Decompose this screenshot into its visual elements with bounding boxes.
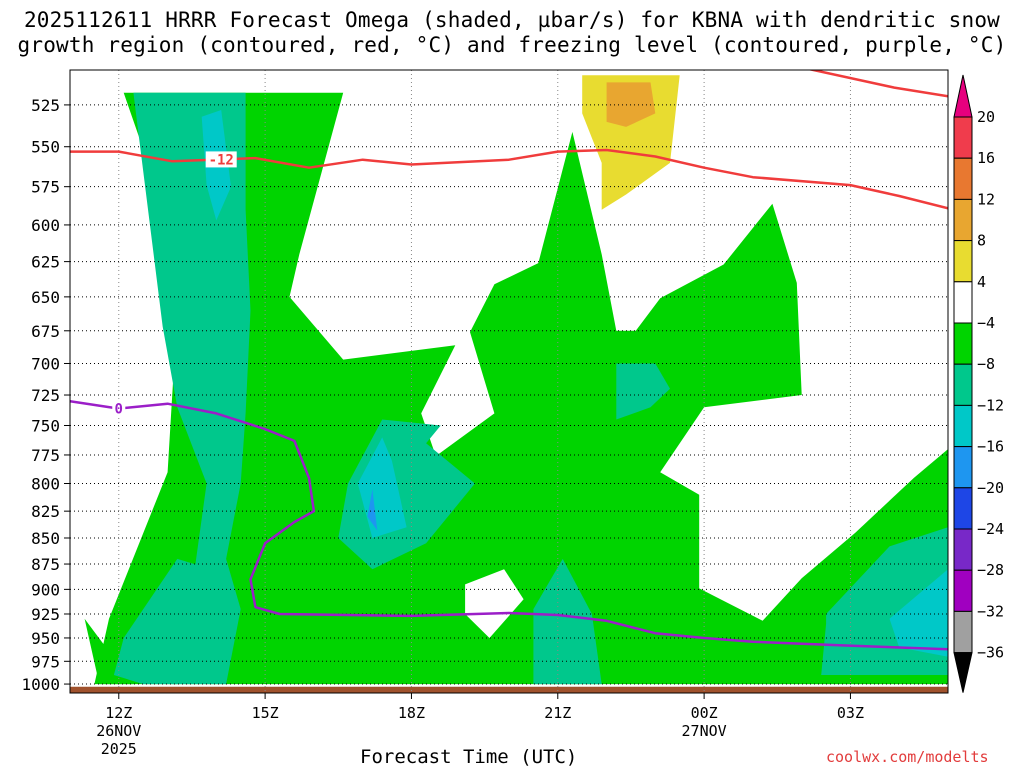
- colorbar-label-4: 4: [977, 273, 986, 291]
- omega-region-4-14: [465, 569, 524, 638]
- colorbar-top-arrow: [953, 74, 973, 118]
- axes: 525 550 575 600 625 650 675 700 725 750 775 800 825 8…: [21, 69, 949, 758]
- y-tick-label-600: 600: [31, 216, 60, 235]
- y-tick-label-875: 875: [31, 555, 60, 574]
- x-tick-label-12Z: 12Z: [105, 704, 132, 722]
- colorbar-label-2: 12: [977, 190, 995, 208]
- contour-group-2: 0: [70, 399, 948, 651]
- omega-region-m12-2: [133, 92, 251, 685]
- colorbar-bottom-arrow: [953, 652, 973, 693]
- y-tick-label-700: 700: [31, 354, 60, 373]
- y-tick-label-975: 975: [31, 652, 60, 671]
- colorbar-label-5: −4: [977, 314, 995, 332]
- contour-group-0: -12: [70, 148, 948, 210]
- y-tick-label-550: 550: [31, 138, 60, 157]
- colorbar-swatch-6: [953, 363, 973, 406]
- y-tick-label-825: 825: [31, 502, 60, 521]
- colorbar-swatch-9: [953, 487, 973, 530]
- colorbar-swatch-8: [953, 446, 973, 489]
- colorbar-label-1: 16: [977, 149, 995, 167]
- x-tick-date-00Z: 27NOV: [682, 722, 727, 740]
- contour-line-0: [70, 399, 948, 651]
- omega-region-m12-6: [533, 558, 602, 685]
- omega-region-m12-3: [113, 558, 212, 685]
- colorbar-swatch-11: [953, 569, 973, 612]
- y-tick-label-725: 725: [31, 386, 60, 405]
- x-tick-label-18Z: 18Z: [398, 704, 425, 722]
- y-tick-label-850: 850: [31, 529, 60, 548]
- y-tick-label-1000: 1000: [21, 675, 60, 694]
- x-tick-label-21Z: 21Z: [544, 704, 571, 722]
- colorbar-label-10: −24: [977, 520, 1004, 538]
- y-tick-label-800: 800: [31, 474, 60, 493]
- colorbar-swatch-3: [953, 240, 973, 283]
- colorbar-label-8: −16: [977, 438, 1004, 456]
- plot-frame: [69, 69, 949, 694]
- colorbar-swatch-1: [953, 157, 973, 200]
- omega-region-m8-1: [84, 618, 134, 685]
- contour-label: 0: [115, 402, 123, 418]
- colorbar-swatch-2: [953, 198, 973, 242]
- colorbar-swatch-5: [953, 322, 973, 365]
- colorbar-label-7: −12: [977, 396, 1004, 414]
- y-tick-label-775: 775: [31, 446, 60, 465]
- y-tick-label-950: 950: [31, 629, 60, 648]
- colorbar-label-13: −36: [977, 644, 1004, 662]
- colorbar-label-11: −28: [977, 561, 1004, 579]
- chart-title-line2: growth region (contoured, red, °C) and f…: [17, 33, 1007, 57]
- colorbar-swatch-7: [953, 404, 973, 448]
- contour-line--12: [807, 70, 948, 98]
- y-tick-label-675: 675: [31, 322, 60, 341]
- contour-label-bg: [205, 151, 237, 168]
- x-tick-label-00Z: 00Z: [691, 704, 718, 722]
- x-tick-date-12Z: 26NOV: [96, 722, 141, 740]
- x-tick-label-15Z: 15Z: [252, 704, 279, 722]
- y-tick-label-625: 625: [31, 253, 60, 272]
- y-tick-label-650: 650: [31, 288, 60, 307]
- ground-surface: [70, 686, 948, 693]
- contour-group-1: [807, 70, 948, 98]
- colorbar-label-0: 20: [977, 108, 995, 126]
- omega-region-4-12: [582, 75, 680, 210]
- contour-label-bg: [112, 400, 126, 417]
- colorbar-swatch-0: [953, 116, 973, 159]
- x-tick-label-03Z: 03Z: [837, 704, 864, 722]
- contour-label: -12: [209, 152, 234, 168]
- colorbar-label-3: 8: [977, 232, 986, 250]
- omega-region-m16-10: [889, 569, 948, 657]
- y-tick-label-525: 525: [31, 96, 60, 115]
- omega-region-m20-11: [367, 489, 378, 531]
- omega-shading: [70, 75, 948, 693]
- x-tick-year-12Z: 2025: [101, 740, 137, 758]
- y-tick-label-575: 575: [31, 178, 60, 197]
- colorbar-swatch-10: [953, 528, 973, 571]
- colorbar-swatch-12: [953, 610, 973, 654]
- plot-area: [70, 70, 948, 693]
- omega-region-m12-5: [616, 363, 670, 420]
- y-tick-label-900: 900: [31, 580, 60, 599]
- colorbar-label-6: −8: [977, 355, 995, 373]
- colorbar-label-9: −20: [977, 479, 1004, 497]
- colorbar-swatch-4: [953, 281, 973, 324]
- colorbar: 20 16 12 8 4 −4 −8 −12 −16 −20 −24 −28 −32 −36: [953, 74, 1004, 693]
- y-tick-label-750: 750: [31, 416, 60, 435]
- credit-link[interactable]: coolwx.com/modelts: [826, 748, 989, 766]
- chart-title-line1: 2025112611 HRRR Forecast Omega (shaded, …: [23, 8, 1001, 32]
- omega-region-m8-0: [94, 92, 948, 685]
- x-axis-title: Forecast Time (UTC): [360, 746, 578, 768]
- temperature-contours: -12 0: [70, 70, 948, 651]
- colorbar-label-12: −32: [977, 602, 1004, 620]
- y-tick-label-925: 925: [31, 605, 60, 624]
